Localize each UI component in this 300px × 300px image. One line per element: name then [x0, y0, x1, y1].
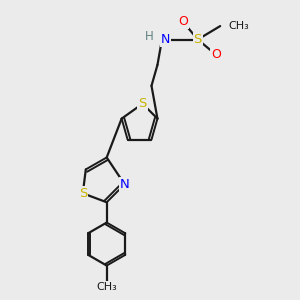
Text: O: O — [178, 15, 188, 28]
Text: N: N — [161, 33, 170, 46]
Text: O: O — [211, 48, 220, 61]
Text: S: S — [194, 33, 202, 46]
Text: S: S — [138, 97, 147, 110]
Text: H: H — [145, 30, 154, 43]
Text: N: N — [120, 178, 130, 191]
Text: CH₃: CH₃ — [96, 282, 117, 292]
Text: CH₃: CH₃ — [229, 21, 249, 31]
Text: S: S — [79, 187, 87, 200]
